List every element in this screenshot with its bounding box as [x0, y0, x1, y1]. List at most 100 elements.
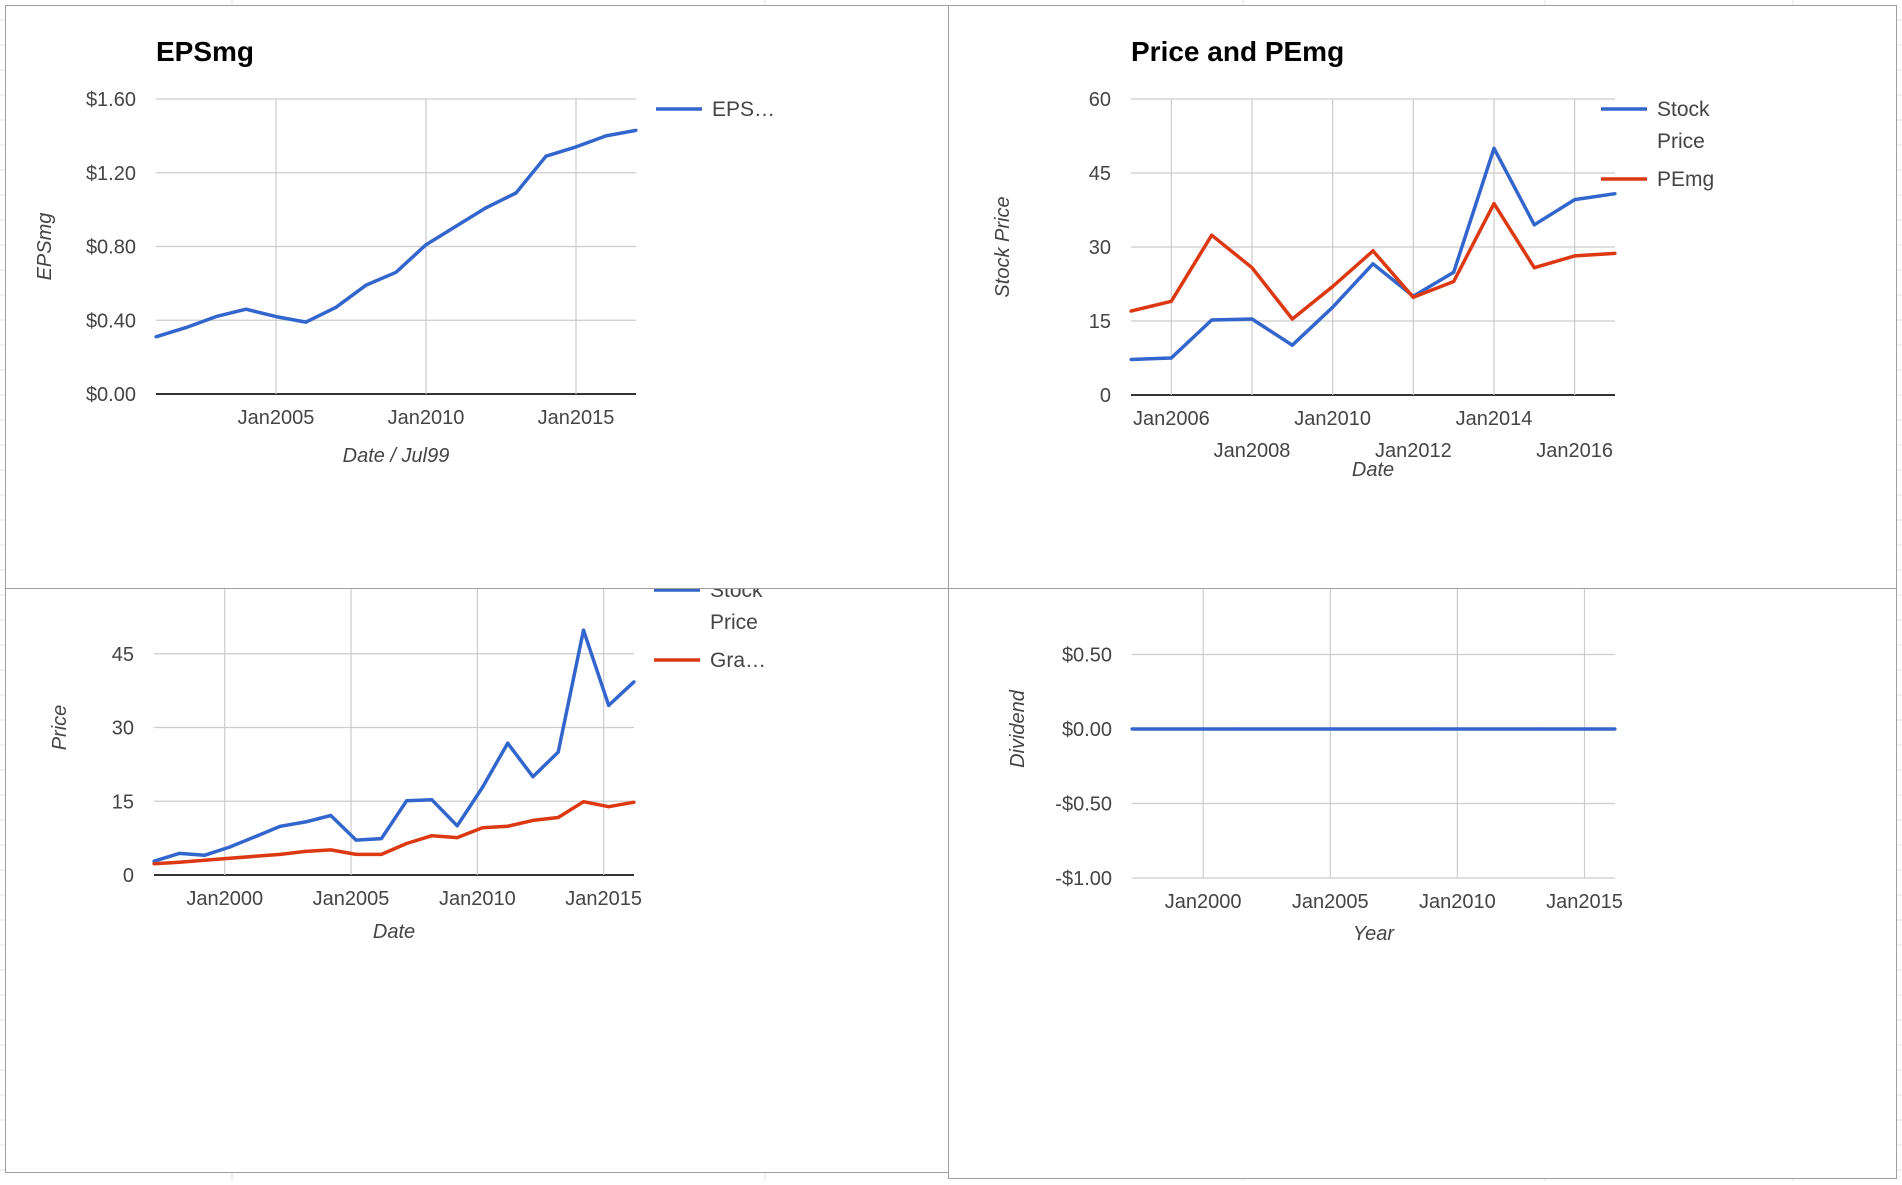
- y-tick-label-0-00: $0.00: [1062, 719, 1112, 741]
- data-point: [1169, 356, 1173, 360]
- x-tick-label-jan2010: Jan2010: [388, 407, 465, 429]
- data-point: [1169, 299, 1173, 303]
- x-tick-label-jan2000: Jan2000: [1165, 891, 1242, 913]
- chart-title: EPSmg: [156, 36, 254, 67]
- data-point: [430, 798, 434, 802]
- y-axis-title: Dividend: [1007, 689, 1029, 768]
- data-point: [455, 824, 459, 828]
- chart-panel-epsmg[interactable]: EPSmg $0.00 $0.40 $0.80 $1.20 $1.60 Jan2005 Jan…: [5, 5, 949, 589]
- y-tick-label-15: 15: [1089, 311, 1111, 333]
- x-tick-label-jan2010: Jan2010: [439, 888, 516, 910]
- data-point: [152, 862, 156, 866]
- x-tick-label-jan2010: Jan2010: [1419, 891, 1496, 913]
- data-point: [632, 680, 636, 684]
- data-point: [304, 320, 308, 324]
- data-point: [154, 335, 158, 339]
- y-tick-label-30: 30: [112, 718, 134, 740]
- y-tick-label-60: 60: [112, 589, 134, 592]
- y-tick-label-15: 15: [112, 791, 134, 813]
- data-point: [556, 815, 560, 820]
- y-axis-title: Price: [49, 705, 71, 751]
- y-tick-label-0: 0: [1100, 385, 1111, 407]
- data-point: [1613, 727, 1617, 731]
- data-point: [430, 834, 434, 838]
- x-tick-label-jan2015: Jan2015: [538, 407, 615, 429]
- data-point: [177, 860, 181, 864]
- chart-title: Price and PEmg: [1131, 36, 1344, 67]
- data-point: [604, 134, 608, 138]
- data-point: [1411, 295, 1415, 299]
- data-point: [514, 191, 518, 195]
- data-point: [278, 824, 282, 828]
- legend-label-eps: EPS…: [712, 98, 775, 121]
- data-point: [544, 154, 548, 158]
- data-point: [480, 826, 484, 830]
- data-point: [1452, 279, 1456, 284]
- y-tick-label-45: 45: [112, 644, 134, 666]
- data-point: [1613, 192, 1617, 196]
- data-point: [1573, 198, 1577, 202]
- data-point: [1371, 262, 1375, 266]
- series-line-stock-price: [153, 628, 636, 863]
- x-tick-label-jan2014: Jan2014: [1456, 408, 1533, 430]
- data-point: [556, 750, 560, 754]
- data-point: [334, 305, 338, 309]
- data-point: [177, 851, 181, 855]
- data-point: [1210, 318, 1214, 322]
- data-point: [1613, 251, 1617, 255]
- data-point: [1210, 233, 1214, 237]
- y-tick-label-0-50: $0.50: [1062, 645, 1112, 667]
- y-axis-title: EPSmg: [34, 213, 56, 281]
- data-point: [329, 813, 333, 818]
- data-point: [1371, 249, 1375, 253]
- data-point: [484, 206, 488, 210]
- data-point: [1435, 727, 1439, 731]
- data-point: [1250, 317, 1254, 321]
- x-axis-title: Date: [373, 921, 415, 943]
- data-point: [405, 841, 409, 846]
- data-point: [354, 838, 358, 842]
- data-point: [379, 837, 383, 841]
- data-point: [1333, 727, 1337, 731]
- chart-panel-graham-number[interactable]: Graham Number and Stock Price015304560Ja…: [5, 518, 949, 1173]
- chart-panel-price-and-pemg[interactable]: Price and PEmg 0 15 30 45 60 Jan2006 Jan2008 Jan…: [948, 5, 1897, 589]
- x-tick-label-jan2000: Jan2000: [186, 888, 263, 910]
- data-point: [1129, 357, 1133, 362]
- data-point: [1492, 146, 1496, 150]
- x-tick-label-jan2016: Jan2016: [1536, 440, 1613, 462]
- y-tick-label-60: 60: [1089, 89, 1111, 111]
- data-point: [329, 848, 333, 852]
- x-tick-label-jan2008: Jan2008: [1214, 440, 1291, 462]
- legend-label-stock-price: Stock Price: [710, 589, 763, 634]
- data-point: [304, 849, 308, 853]
- data-point: [184, 326, 188, 330]
- y-tick-label-1-60: $1.60: [86, 89, 136, 111]
- data-point: [228, 856, 232, 860]
- data-point: [1331, 305, 1335, 309]
- data-point: [1532, 223, 1536, 227]
- data-point: [214, 315, 218, 319]
- data-point: [1290, 343, 1294, 347]
- data-point: [394, 270, 398, 274]
- data-point: [480, 785, 484, 790]
- data-point: [304, 820, 308, 824]
- data-point: [274, 315, 278, 319]
- data-point: [1129, 309, 1133, 313]
- data-point: [506, 741, 510, 745]
- data-point: [1532, 266, 1536, 270]
- data-point: [1537, 727, 1541, 731]
- data-point: [424, 243, 428, 247]
- x-tick-label-jan2005: Jan2005: [1292, 891, 1369, 913]
- chart-panel-dividend-history[interactable]: Dividend History-$1.00-$0.50$0.00$0.50$1…: [948, 518, 1897, 1179]
- x-axis-title: Date / Jul99: [343, 445, 450, 467]
- data-point: [202, 858, 207, 862]
- data-point: [531, 775, 535, 779]
- x-axis-title: Year: [1353, 923, 1395, 945]
- y-tick-label-0-50: -$0.50: [1055, 794, 1112, 816]
- y-tick-label-1-00: -$1.00: [1055, 868, 1112, 890]
- data-point: [454, 224, 458, 228]
- data-point: [581, 800, 586, 804]
- data-point: [278, 852, 282, 856]
- y-tick-label-0: 0: [123, 865, 134, 887]
- y-tick-label-0-80: $0.80: [86, 237, 136, 259]
